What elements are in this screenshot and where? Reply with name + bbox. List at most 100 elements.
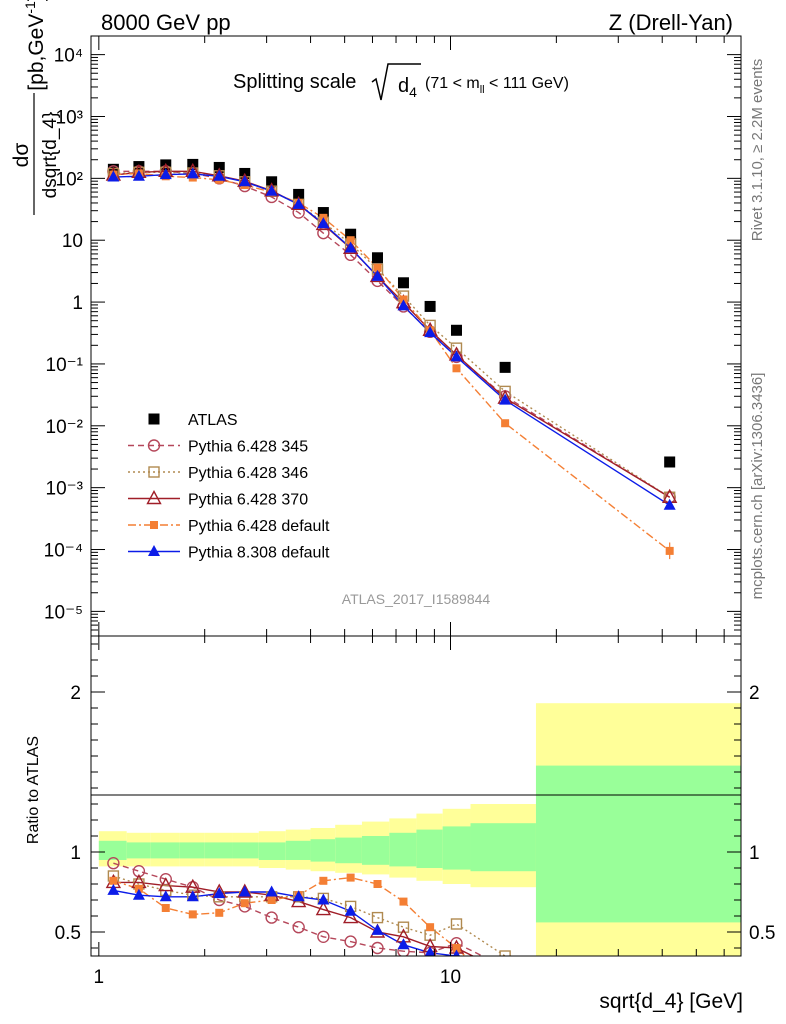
- ratio-point-1: [397, 921, 410, 933]
- ratio-point-3: [452, 944, 461, 952]
- ratio-data-series: [105, 857, 676, 985]
- ratio-line-4: [113, 889, 459, 956]
- ratio-y-tick-label: 1: [70, 843, 81, 864]
- ratio-point-1: [450, 918, 463, 930]
- y-tick-label: 10⁴: [54, 46, 83, 67]
- data-point-4: [346, 236, 355, 245]
- legend-marker: [150, 521, 158, 529]
- y-tick-label: 10⁻¹: [46, 355, 84, 376]
- legend-label: Pythia 6.428 default: [188, 518, 330, 535]
- data-point-0: [499, 361, 511, 373]
- mcplots-label: mcplots.cern.ch [arXiv:1306.3436]: [749, 373, 766, 600]
- ratio-point-4: [265, 885, 278, 897]
- data-point-0: [266, 176, 278, 188]
- ratio-point-3: [346, 873, 355, 882]
- data-point-5: [450, 350, 463, 362]
- ratio-y-axis-label: Ratio to ATLAS: [25, 736, 42, 844]
- y-tick-label: 1: [72, 293, 83, 314]
- ratio-point-2: [499, 965, 512, 977]
- y-tick-label: 10⁻³: [46, 479, 84, 500]
- ratio-point-4: [397, 938, 410, 950]
- series-line-5: [113, 173, 671, 506]
- ratio-line-1: [113, 875, 520, 956]
- data-point-5: [371, 269, 384, 281]
- main-plot-panel: 10⁴ 10³ 10² 10 1 10⁻¹ 10⁻² 10⁻³ 10⁻⁴ 10⁻⁵ Splitti…: [44, 35, 742, 637]
- data-point-5: [265, 184, 278, 196]
- ratio-point-0: [292, 921, 305, 934]
- ratio-y-tick-labels: 0.5 0.5 1 1 2 2: [55, 683, 776, 944]
- ratio-point-2: [342, 909, 359, 924]
- rivet-version-label: Rivet 3.1.10, ≥ 2.2M events: [749, 59, 766, 242]
- data-point-5: [317, 217, 330, 229]
- chart-title-text: Splitting scale: [233, 71, 356, 93]
- legend-marker: [148, 466, 160, 478]
- data-point-0: [450, 324, 462, 336]
- ratio-point-3: [267, 896, 276, 904]
- ratio-point-1: [371, 911, 384, 924]
- ratio-point-4: [344, 904, 357, 916]
- band-green: [258, 842, 286, 860]
- band-green: [232, 842, 259, 859]
- x-tick-labels: 1 10: [94, 967, 462, 988]
- ratio-point-4: [213, 887, 226, 899]
- chart-title-cut: (71 < mll < 111 GeV): [425, 75, 569, 96]
- ratio-y-tick-label-right: 0.5: [749, 923, 775, 944]
- ratio-point-4: [292, 890, 305, 902]
- ratio-point-1: [665, 959, 675, 969]
- ratio-point-4: [499, 966, 511, 977]
- band-green: [204, 842, 233, 859]
- band-green: [416, 829, 443, 868]
- ratio-point-4: [238, 885, 251, 897]
- ratio-point-4: [132, 888, 145, 900]
- legend-marker: [146, 490, 162, 505]
- y-tick-label: 10³: [56, 107, 83, 128]
- ratio-axis-ticks: [91, 636, 741, 956]
- data-point-0: [317, 207, 329, 219]
- main-data-series: [105, 158, 678, 560]
- ylabel-denominator: dsqrt{d_4}: [40, 112, 61, 199]
- x-tick-label: 1: [94, 967, 105, 988]
- band-green: [470, 823, 536, 872]
- legend-marker: [148, 413, 160, 425]
- ratio-point-3: [188, 910, 197, 919]
- series-line-4: [113, 172, 671, 552]
- data-point-5: [499, 393, 512, 405]
- ratio-point-1: [499, 950, 511, 956]
- x-axis-label: sqrt{d_4} [GeV]: [599, 990, 743, 1013]
- chart-title-math: d4: [371, 63, 421, 101]
- data-point-4: [501, 419, 510, 428]
- legend-label: Pythia 6.428 370: [188, 492, 308, 509]
- x-tick-label: 10: [440, 967, 461, 988]
- ratio-point-3: [426, 923, 435, 932]
- ratio-point-4: [452, 949, 461, 956]
- y-tick-label: 10⁻⁴: [44, 541, 83, 562]
- data-point-0: [293, 188, 305, 200]
- ratio-point-4: [664, 974, 676, 985]
- ratio-point-2: [315, 901, 332, 916]
- band-green: [335, 837, 362, 864]
- legend-marker: [147, 439, 161, 452]
- band-green: [389, 832, 417, 867]
- ratio-point-4: [317, 893, 330, 905]
- ratio-point-3: [215, 908, 224, 917]
- ylabel-units: [pb,GeV-1]: [22, 0, 48, 91]
- band-green: [310, 839, 336, 862]
- ratio-plot-frame: [90, 635, 742, 957]
- data-point-5: [107, 170, 120, 182]
- legend-label: Pythia 6.428 346: [188, 465, 308, 482]
- y-tick-label: 10: [62, 231, 83, 252]
- data-point-3: [342, 239, 359, 254]
- main-y-axis-label: dσ dsqrt{d_4} [pb,GeV-1]: [10, 0, 61, 215]
- ratio-point-3: [399, 897, 408, 906]
- band-green: [361, 836, 390, 865]
- ratio-point-4: [186, 890, 199, 902]
- band-green: [150, 842, 180, 859]
- ratio-y-tick-label: 2: [70, 683, 81, 704]
- data-point-5: [663, 498, 676, 510]
- ratio-uncertainty-bands: [98, 703, 741, 956]
- ratio-point-2: [237, 883, 253, 898]
- ratio-point-0: [107, 857, 120, 870]
- header-process-label: Z (Drell-Yan): [609, 10, 733, 35]
- main-y-tick-labels: 10⁴ 10³ 10² 10 1 10⁻¹ 10⁻² 10⁻³ 10⁻⁴ 10⁻⁵: [44, 46, 83, 624]
- data-point-5: [238, 175, 251, 187]
